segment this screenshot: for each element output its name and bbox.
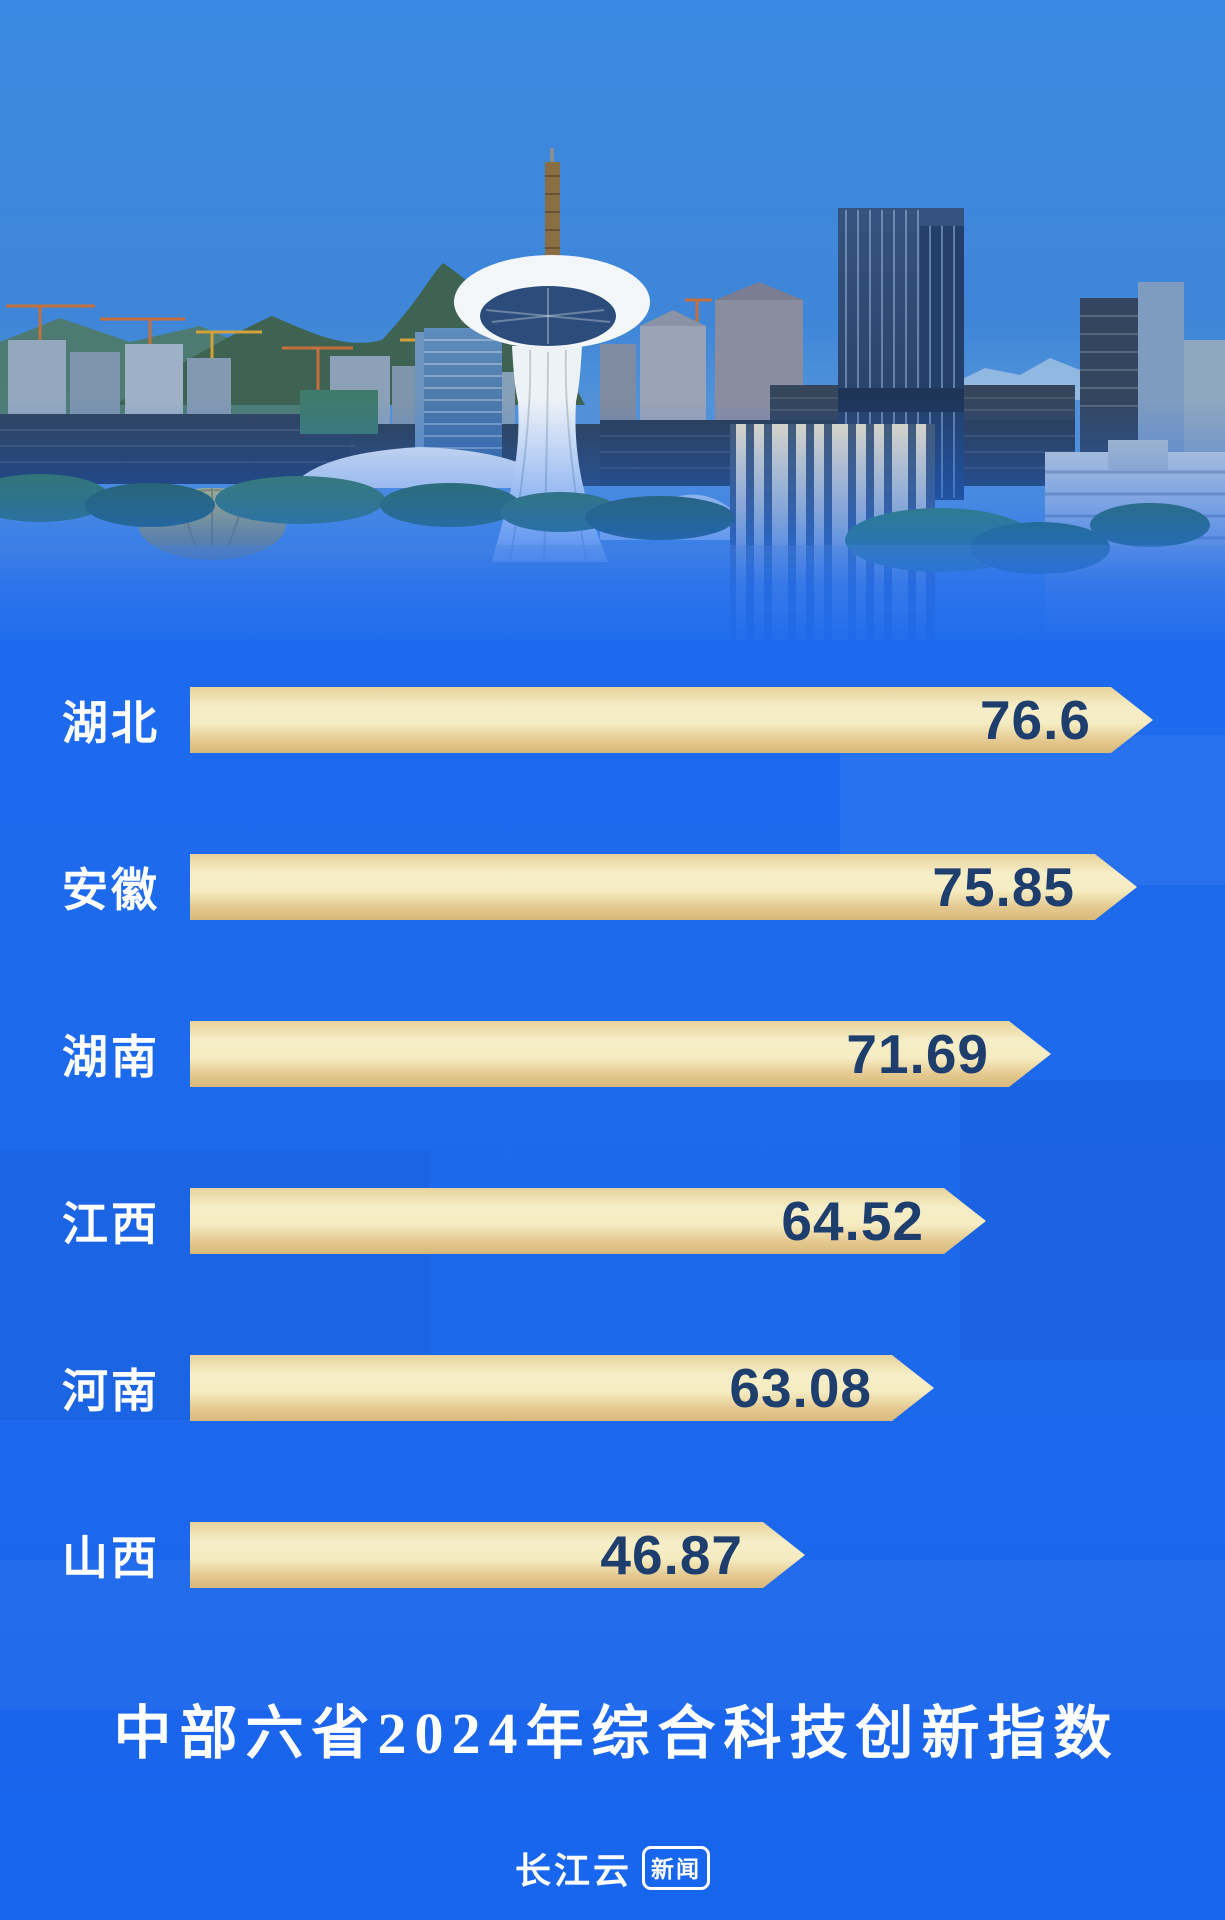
bar: 46.87 bbox=[190, 1522, 805, 1588]
bar: 63.08 bbox=[190, 1355, 934, 1421]
brand-name: 长江云 bbox=[514, 1850, 632, 1891]
bar-value: 63.08 bbox=[729, 1357, 872, 1419]
bar-row-hubei: 湖北 76.6 bbox=[0, 687, 1225, 753]
bar-value: 64.52 bbox=[781, 1190, 924, 1252]
province-label: 湖南 bbox=[62, 1031, 160, 1083]
bar-row-anhui: 安徽 75.85 bbox=[0, 854, 1225, 920]
province-label: 安徽 bbox=[62, 864, 160, 916]
province-label: 河南 bbox=[62, 1365, 160, 1417]
photo-fade-overlay bbox=[0, 400, 1225, 655]
province-label: 山西 bbox=[62, 1532, 160, 1584]
bar: 64.52 bbox=[190, 1188, 986, 1254]
bar: 75.85 bbox=[190, 854, 1137, 920]
bar-value: 76.6 bbox=[979, 689, 1091, 751]
bar-value: 75.85 bbox=[932, 856, 1075, 918]
bar-row-henan: 河南 63.08 bbox=[0, 1355, 1225, 1421]
bar-value: 46.87 bbox=[600, 1524, 743, 1586]
bar-value: 71.69 bbox=[846, 1023, 989, 1085]
bar-row-hunan: 湖南 71.69 bbox=[0, 1021, 1225, 1087]
bar-row-jiangxi: 江西 64.52 bbox=[0, 1188, 1225, 1254]
bar-row-shanxi: 山西 46.87 bbox=[0, 1522, 1225, 1588]
bar: 76.6 bbox=[190, 687, 1153, 753]
province-label: 江西 bbox=[62, 1198, 160, 1250]
page-title: 中部六省2024年综合科技创新指数 bbox=[113, 1701, 1120, 1766]
bar: 71.69 bbox=[190, 1021, 1051, 1087]
province-label: 湖北 bbox=[62, 697, 160, 749]
brand-logo: 长江云 新闻 bbox=[0, 1842, 1225, 1894]
brand-badge: 新闻 bbox=[642, 1846, 710, 1890]
